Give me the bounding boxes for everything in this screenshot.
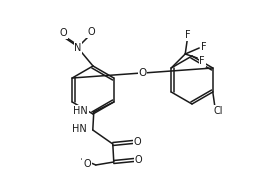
Text: F: F	[202, 42, 207, 52]
Text: F: F	[199, 56, 205, 66]
Text: O: O	[87, 27, 95, 37]
Text: O: O	[135, 155, 143, 165]
Text: HN: HN	[72, 124, 87, 134]
Text: Cl: Cl	[213, 106, 222, 116]
Text: O: O	[134, 137, 142, 147]
Text: O: O	[83, 159, 91, 169]
Text: HN: HN	[73, 106, 88, 116]
Text: N: N	[74, 43, 82, 53]
Text: O: O	[138, 68, 147, 78]
Text: O: O	[59, 28, 67, 38]
Text: F: F	[185, 30, 191, 40]
